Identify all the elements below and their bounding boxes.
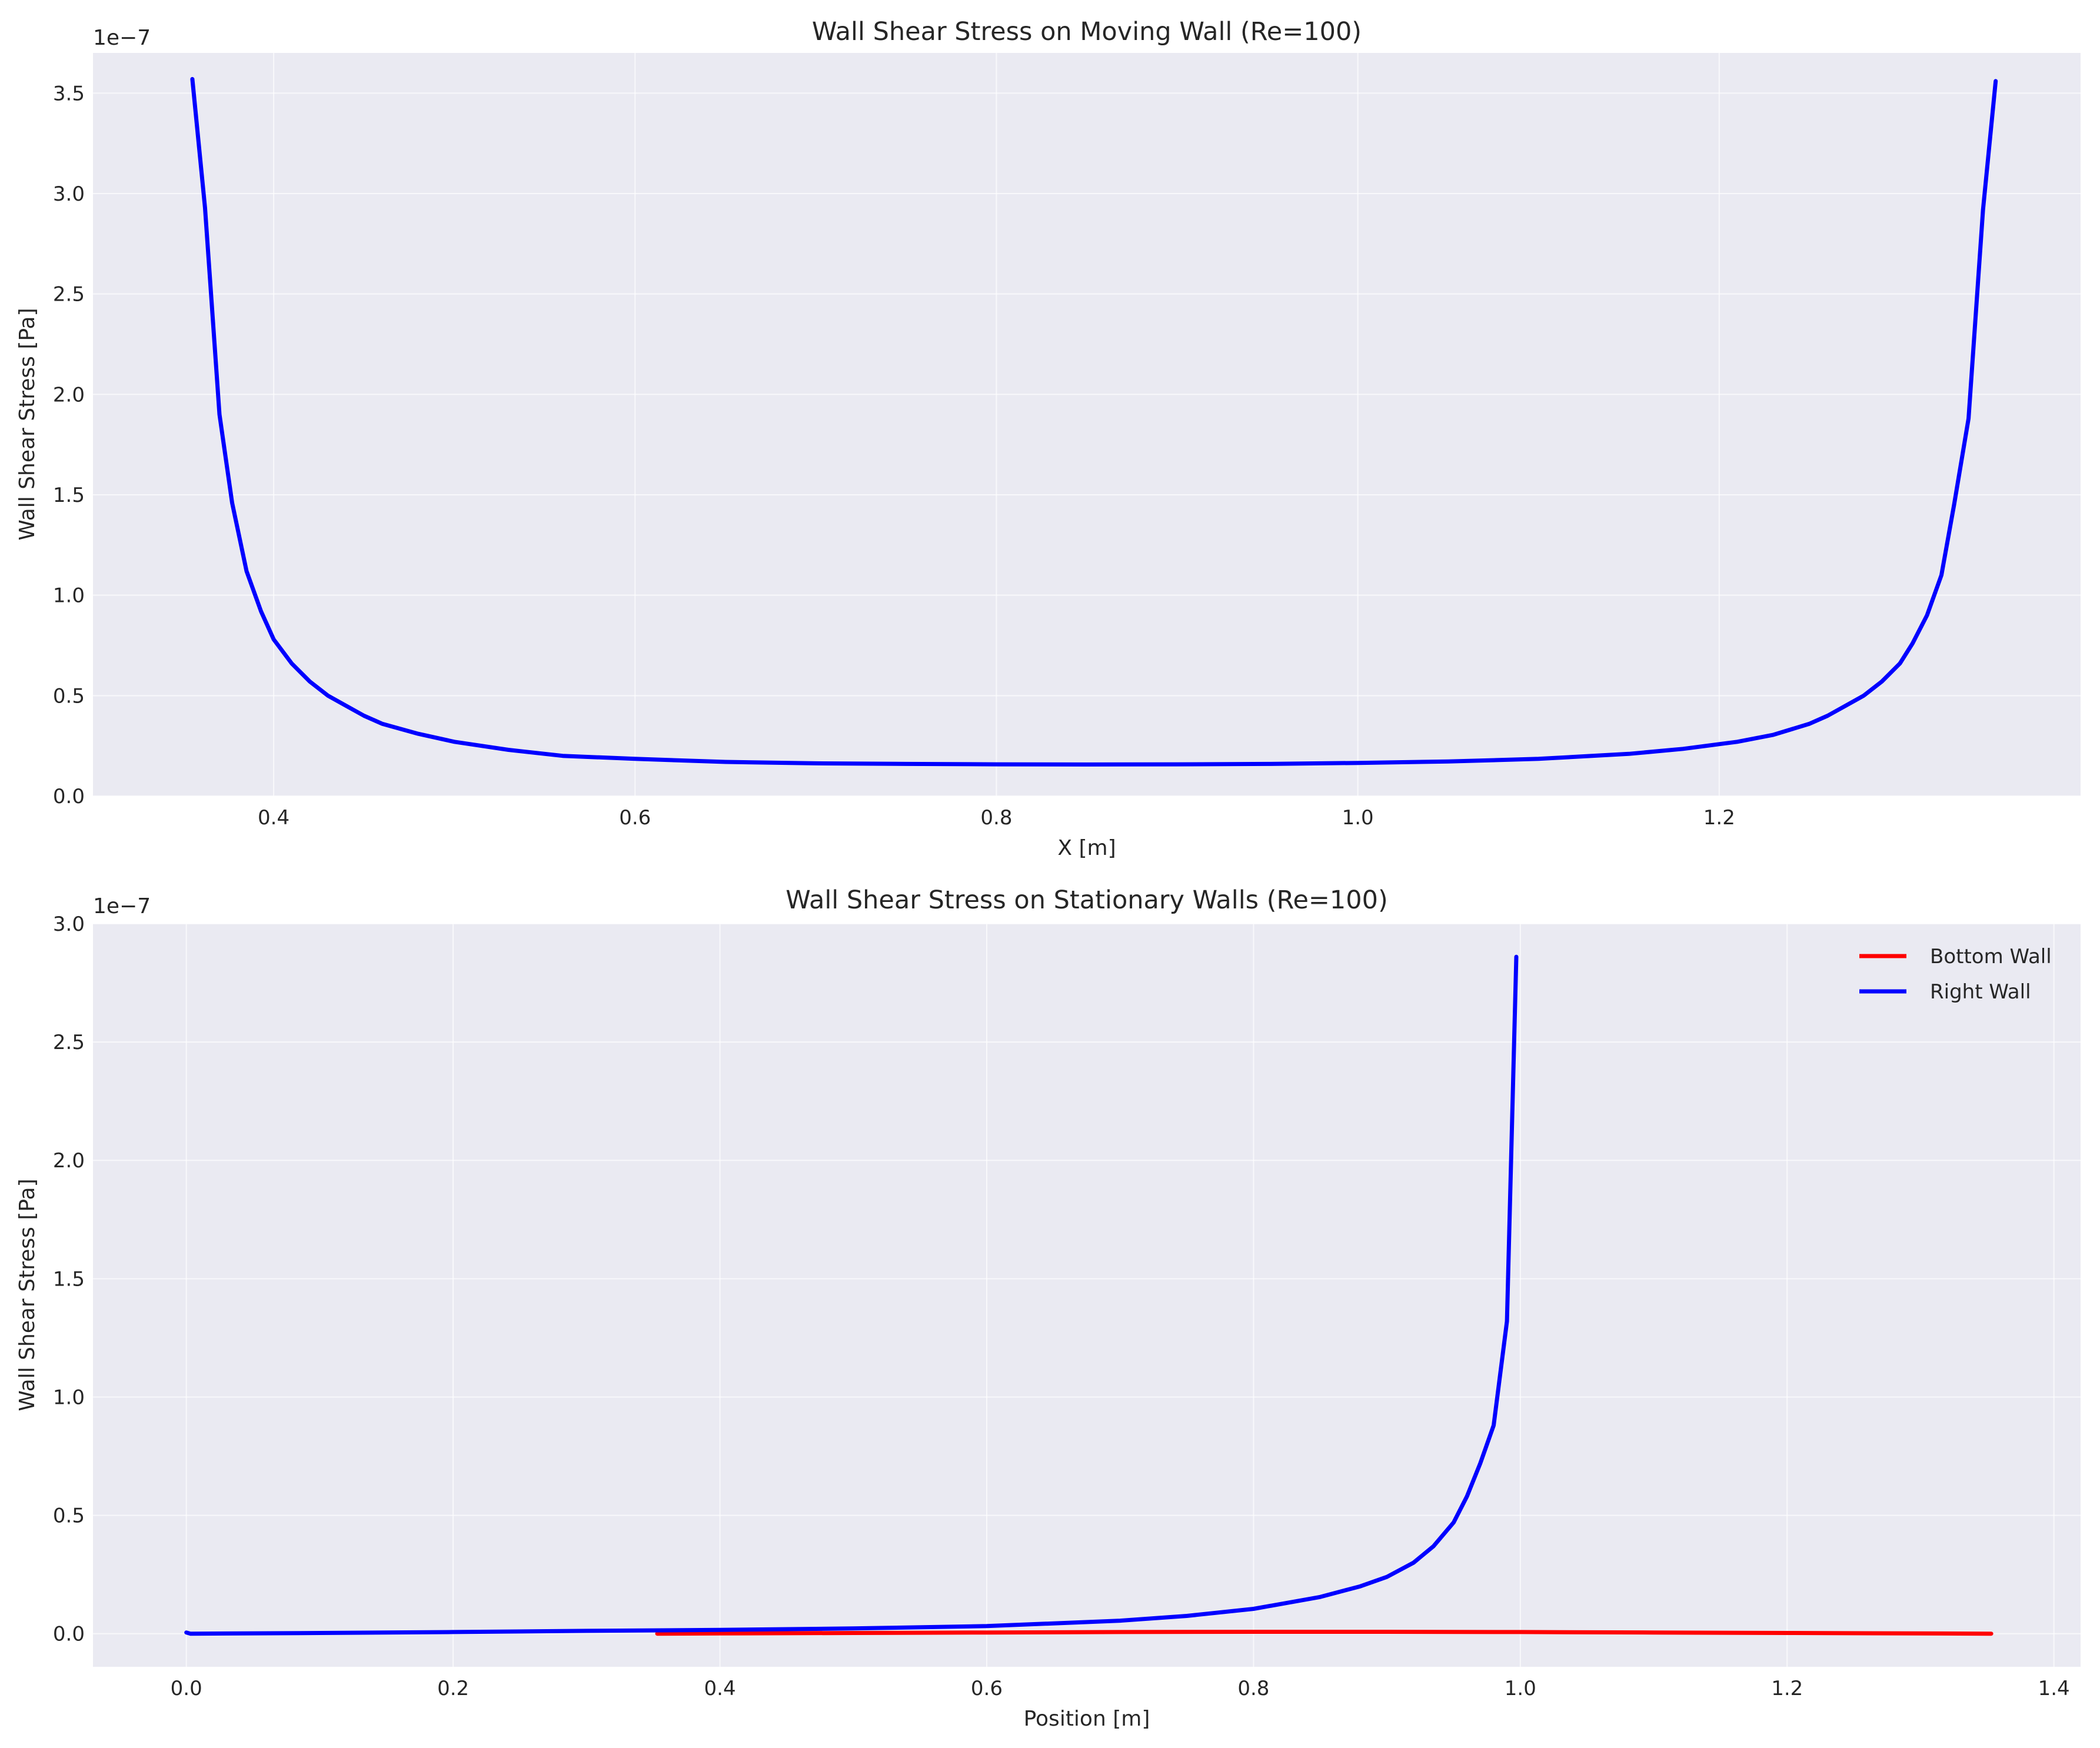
series-group — [184, 954, 1993, 1636]
x-tick-label: 0.6 — [619, 806, 651, 830]
y-tick-labels: 0.0 0.5 1.0 1.5 2.0 2.5 3.0 3.5 — [53, 82, 85, 808]
legend: Bottom Wall Right Wall — [1859, 945, 2052, 1004]
bottom-wall-line — [655, 1630, 1993, 1636]
x-tick-label: 0.2 — [437, 1677, 469, 1700]
x-axis-label: X [m] — [1057, 836, 1116, 860]
x-tick-label: 0.8 — [980, 806, 1012, 830]
y-tick-label: 1.0 — [53, 584, 85, 608]
y-tick-label: 0.5 — [53, 684, 85, 708]
stationary-walls-chart: 0.0 0.2 0.4 0.6 0.8 1.0 1.2 1.4 0.0 0.5 1.0 1.5 2.0… — [15, 885, 2081, 1731]
x-tick-label: 1.2 — [1703, 806, 1735, 830]
plot-area — [93, 924, 2081, 1667]
x-tick-label: 1.0 — [1342, 806, 1374, 830]
y-tick-label: 0.0 — [53, 1623, 85, 1646]
x-tick-label: 1.0 — [1505, 1677, 1536, 1700]
y-tick-label: 1.0 — [53, 1386, 85, 1409]
y-tick-label: 1.5 — [53, 484, 85, 507]
series-line — [190, 76, 1998, 767]
moving-wall-chart: 0.4 0.6 0.8 1.0 1.2 0.0 0.5 1.0 1.5 2.0 2.5 3.0 3.5… — [15, 17, 2081, 860]
y-tick-label: 3.0 — [53, 913, 85, 936]
y-tick-label: 1.5 — [53, 1267, 85, 1291]
y-axis-label: Wall Shear Stress [Pa] — [15, 308, 39, 540]
y-tick-label: 3.0 — [53, 182, 85, 206]
y-tick-label: 0.0 — [53, 785, 85, 808]
x-tick-label: 0.4 — [258, 806, 289, 830]
y-tick-label: 2.5 — [53, 1031, 85, 1054]
legend-label-right-wall: Right Wall — [1930, 980, 2031, 1004]
x-tick-label: 0.6 — [971, 1677, 1003, 1700]
y-tick-label: 0.5 — [53, 1504, 85, 1528]
y-offset-label: 1e−7 — [93, 26, 151, 50]
series-group — [190, 76, 1998, 767]
plot-area — [93, 53, 2081, 796]
y-tick-label: 2.0 — [53, 1149, 85, 1173]
y-tick-label: 2.5 — [53, 283, 85, 307]
legend-label-bottom-wall: Bottom Wall — [1930, 945, 2052, 968]
x-tick-label: 0.0 — [171, 1677, 202, 1700]
x-tick-labels: 0.4 0.6 0.8 1.0 1.2 — [258, 806, 1735, 830]
x-tick-label: 0.8 — [1237, 1677, 1269, 1700]
x-axis-label: Position [m] — [1024, 1707, 1150, 1731]
y-tick-label: 3.5 — [53, 82, 85, 105]
y-offset-label: 1e−7 — [93, 894, 151, 918]
x-tick-label: 1.2 — [1771, 1677, 1803, 1700]
x-tick-labels: 0.0 0.2 0.4 0.6 0.8 1.0 1.2 1.4 — [171, 1677, 2070, 1700]
y-tick-labels: 0.0 0.5 1.0 1.5 2.0 2.5 3.0 — [53, 913, 85, 1646]
chart-title: Wall Shear Stress on Stationary Walls (R… — [786, 885, 1388, 915]
right-wall-line — [184, 954, 1519, 1636]
y-tick-label: 2.0 — [53, 383, 85, 407]
x-tick-label: 0.4 — [704, 1677, 736, 1700]
y-axis-label: Wall Shear Stress [Pa] — [15, 1178, 39, 1411]
chart-title: Wall Shear Stress on Moving Wall (Re=100… — [812, 17, 1362, 46]
x-tick-label: 1.4 — [2038, 1677, 2070, 1700]
grid — [93, 53, 2081, 797]
